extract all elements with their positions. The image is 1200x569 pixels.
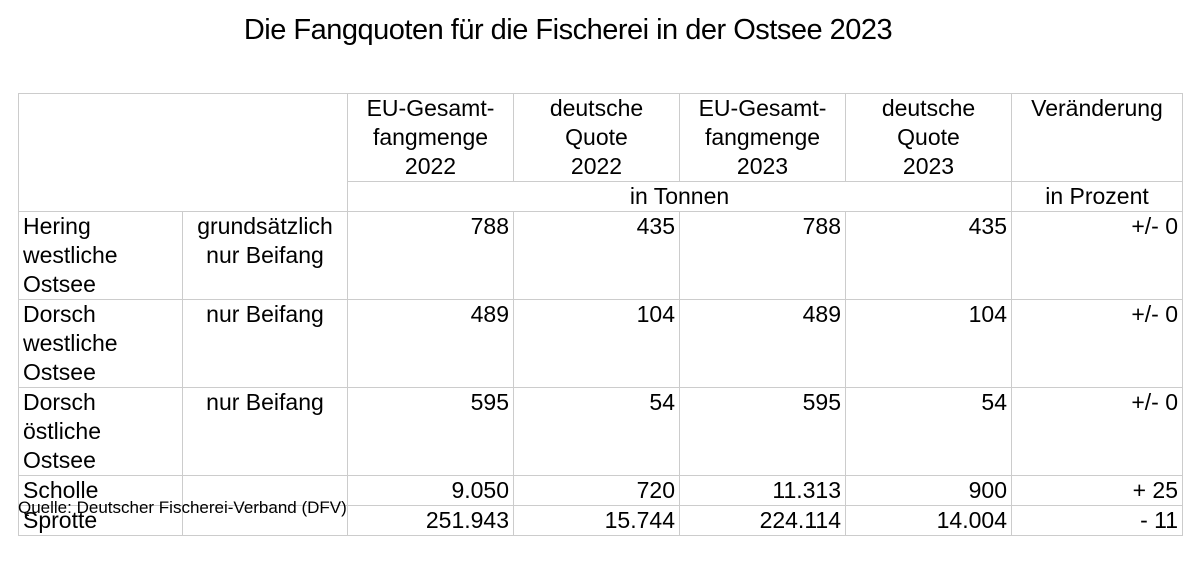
quota-table: EU-Gesamt- fangmenge 2022 deutsche Quote… xyxy=(18,93,1183,536)
value-cell: 435 xyxy=(513,211,680,300)
header-row: EU-Gesamt- fangmenge 2022 deutsche Quote… xyxy=(18,93,1183,212)
species-cell: Scholle xyxy=(18,475,183,506)
table-corner-cell xyxy=(18,93,348,212)
column-header-eu-2022: EU-Gesamt- fangmenge 2022 xyxy=(347,93,514,182)
value-cell: 11.313 xyxy=(679,475,846,506)
column-header-quote-2022: deutsche Quote 2022 xyxy=(513,93,680,182)
species-cell: Dorsch östliche Ostsee xyxy=(18,387,183,476)
column-header-change: Veränderung xyxy=(1011,93,1183,182)
page-title: Die Fangquoten für die Fischerei in der … xyxy=(243,14,893,46)
value-cell: 435 xyxy=(845,211,1012,300)
unit-row: in Tonnen in Prozent xyxy=(19,181,1183,212)
value-cell: 9.050 xyxy=(347,475,514,506)
change-cell: +/- 0 xyxy=(1011,299,1183,388)
note-cell: nur Beifang xyxy=(182,387,348,476)
table-row: Hering westliche Ostsee grundsätzlich nur… xyxy=(18,211,1183,300)
species-cell: Dorsch westliche Ostsee xyxy=(18,299,183,388)
value-cell: 104 xyxy=(845,299,1012,388)
value-cell: 54 xyxy=(845,387,1012,476)
change-cell: + 25 xyxy=(1011,475,1183,506)
value-cell: 104 xyxy=(513,299,680,388)
note-cell: nur Beifang xyxy=(182,299,348,388)
species-cell: Sprotte xyxy=(18,505,183,536)
value-cell: 15.744 xyxy=(513,505,680,536)
value-cell: 900 xyxy=(845,475,1012,506)
table-row: Dorsch westliche Ostsee nur Beifang 489 104… xyxy=(18,299,1183,388)
value-cell: 788 xyxy=(347,211,514,300)
table-body: Hering westliche Ostsee grundsätzlich nur… xyxy=(18,211,1183,536)
change-cell: +/- 0 xyxy=(1011,211,1183,300)
value-cell: 595 xyxy=(347,387,514,476)
note-cell: grundsätzlich nur Beifang xyxy=(182,211,348,300)
species-cell: Hering westliche Ostsee xyxy=(18,211,183,300)
value-cell: 14.004 xyxy=(845,505,1012,536)
unit-tonnes-cell: in Tonnen xyxy=(347,181,1012,212)
change-cell: +/- 0 xyxy=(1011,387,1183,476)
table-row: Dorsch östliche Ostsee nur Beifang 595 54 59… xyxy=(18,387,1183,476)
value-cell: 720 xyxy=(513,475,680,506)
source-note: Quelle: Deutscher Fischerei-Verband (DFV… xyxy=(18,498,347,517)
value-cell: 489 xyxy=(679,299,846,388)
value-cell: 595 xyxy=(679,387,846,476)
note-cell xyxy=(182,505,348,536)
value-cell: 224.114 xyxy=(679,505,846,536)
value-cell: 54 xyxy=(513,387,680,476)
value-cell: 788 xyxy=(679,211,846,300)
change-cell: - 11 xyxy=(1011,505,1183,536)
table-row: Sprotte 251.943 15.744 224.114 14.004- 11 xyxy=(18,505,1183,536)
value-cell: 251.943 xyxy=(347,505,514,536)
column-header-quote-2023: deutsche Quote 2023 xyxy=(845,93,1012,182)
unit-percent-cell: in Prozent xyxy=(1011,181,1183,212)
value-cell: 489 xyxy=(347,299,514,388)
column-header-eu-2023: EU-Gesamt- fangmenge 2023 xyxy=(679,93,846,182)
